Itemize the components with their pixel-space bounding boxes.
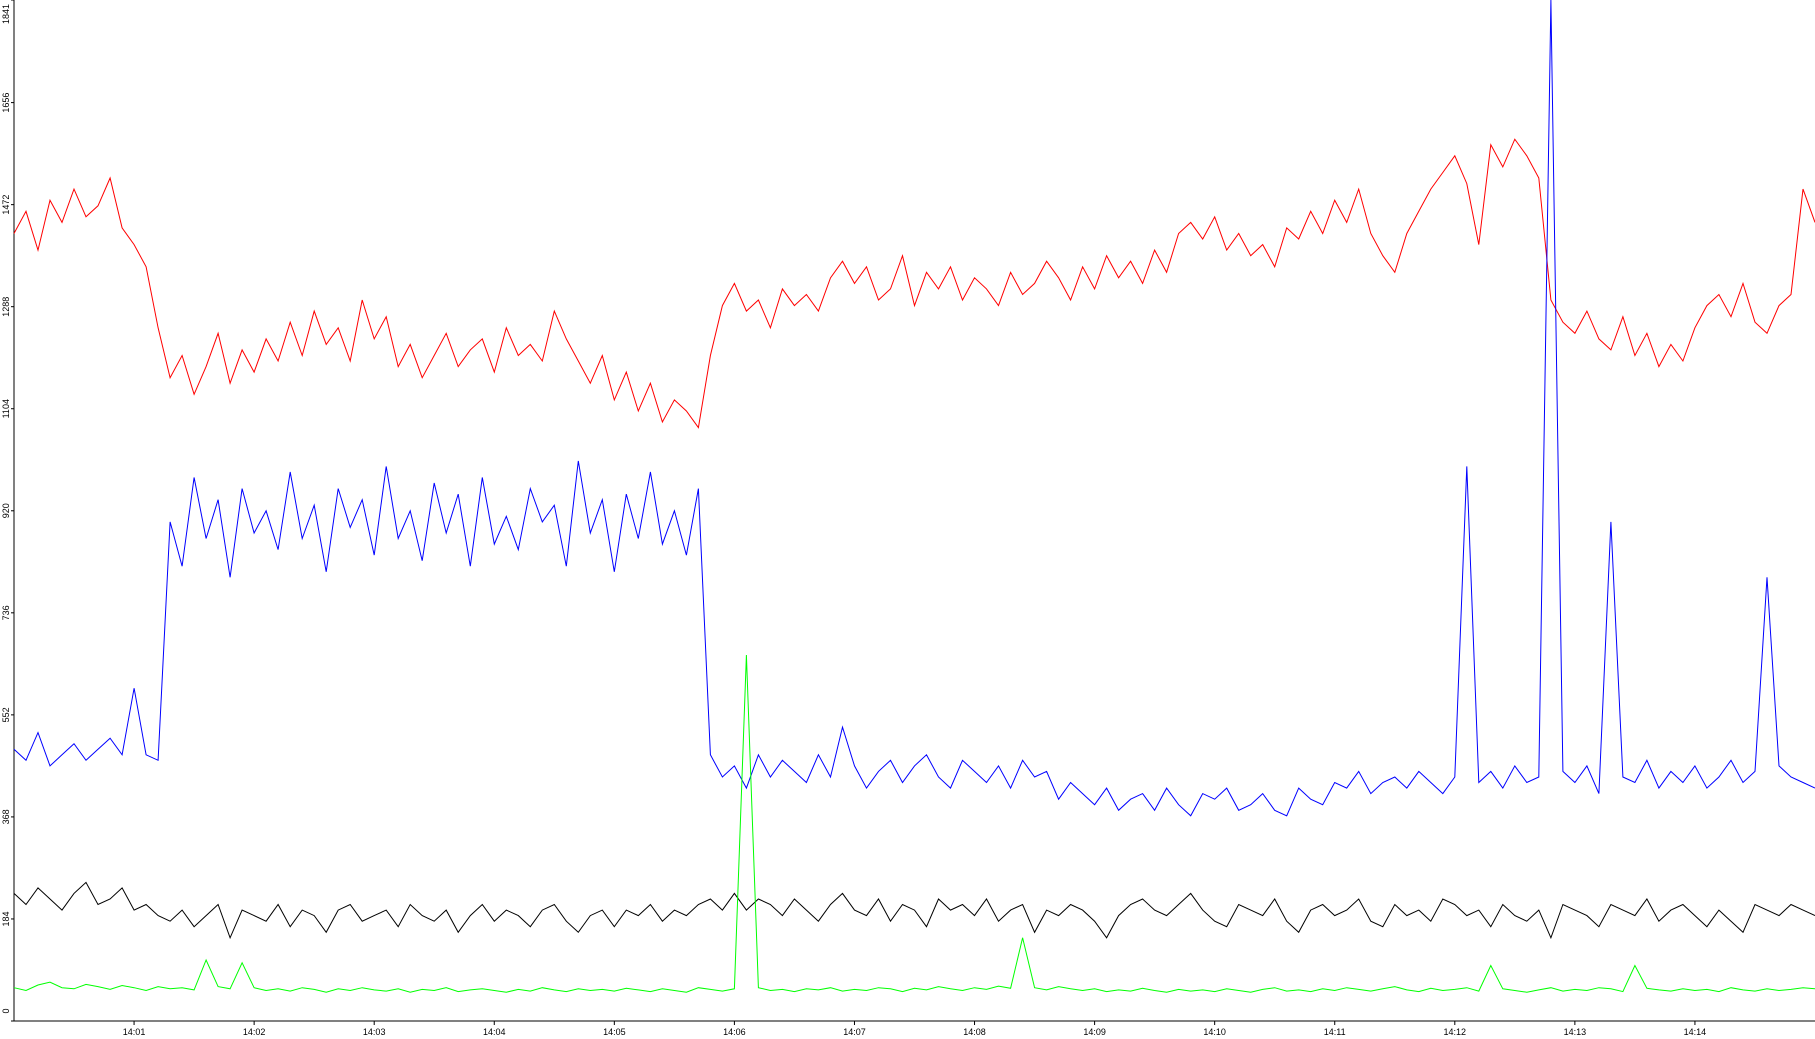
x-tick-label: 14:06	[723, 1027, 746, 1037]
series-line	[13, 138, 1815, 429]
y-tick-label: 552	[1, 707, 11, 722]
y-tick-label: 0	[1, 1008, 11, 1013]
y-tick-label: 1104	[1, 399, 11, 418]
x-tick-label: 14:13	[1564, 1027, 1587, 1037]
series-line	[13, 654, 1815, 993]
x-tick-label: 14:04	[483, 1027, 506, 1037]
series-line	[13, 881, 1815, 940]
x-tick-label: 14:08	[963, 1027, 986, 1037]
series-line	[13, 0, 1815, 817]
x-tick-label: 14:11	[1324, 1027, 1346, 1037]
y-tick-label: 1288	[1, 297, 11, 317]
y-tick-label: 920	[1, 503, 11, 518]
y-tick-label: 184	[1, 911, 11, 926]
x-tick-label: 14:10	[1203, 1027, 1226, 1037]
x-tick-label: 14:02	[243, 1027, 266, 1037]
y-tick-label: 1656	[1, 93, 11, 113]
y-tick-label: 1472	[1, 195, 11, 215]
y-tick-label: 736	[1, 605, 11, 620]
x-tick-label: 14:07	[843, 1027, 866, 1037]
x-tick-label: 14:05	[603, 1027, 626, 1037]
y-tick-label: 1841	[1, 4, 11, 24]
x-tick-label: 14:12	[1444, 1027, 1467, 1037]
x-tick-label: 14:03	[363, 1027, 386, 1037]
x-tick-label: 14:01	[123, 1027, 146, 1037]
x-tick-label: 14:09	[1083, 1027, 1106, 1037]
y-tick-label: 368	[1, 809, 11, 824]
x-tick-label: 14:14	[1684, 1027, 1707, 1037]
